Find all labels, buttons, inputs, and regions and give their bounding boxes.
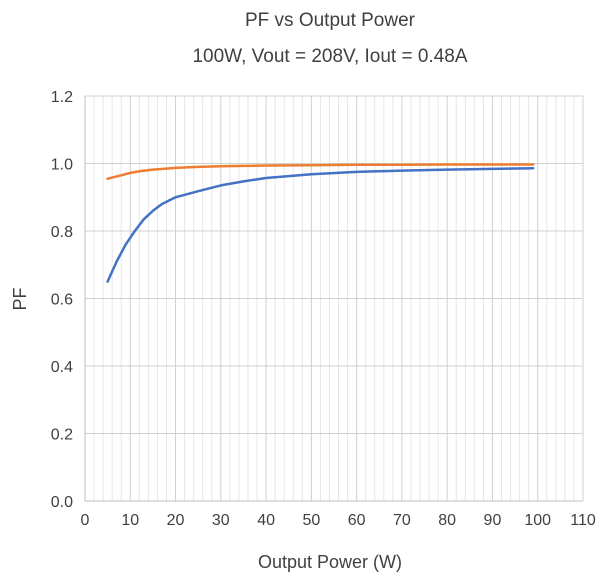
y-tick-label: 0.8 [51,224,73,241]
x-tick-label: 10 [121,512,139,529]
y-tick-label: 1.0 [51,157,73,174]
y-tick-label: 0.4 [51,359,73,376]
x-tick-label: 90 [484,512,502,529]
x-tick-label: 70 [393,512,411,529]
plot-area: 0 10 20 30 40 50 60 70 80 90 100 110 0.0 0.2 0.4 0.6 0.8… [51,89,596,529]
y-tick-label: 0.6 [51,292,73,309]
chart-subtitle: 100W, Vout = 208V, Iout = 0.48A [192,46,467,67]
x-tick-label: 20 [167,512,185,529]
chart-title: PF vs Output Power [245,10,416,31]
y-tick-label: 1.2 [51,89,73,106]
series-line-1 [106,166,535,283]
x-tick-label: 30 [212,512,230,529]
x-tick-label: 0 [81,512,90,529]
x-tick-label: 60 [348,512,366,529]
series-line-0 [106,163,535,180]
y-tick-label: 0.2 [51,427,73,444]
x-tick-label: 80 [438,512,456,529]
x-tick-label: 50 [302,512,320,529]
x-tick-label: 110 [570,512,596,529]
x-tick-label: 100 [524,512,551,529]
y-axis-label: PF [10,287,30,310]
y-tick-label: 0.0 [51,494,73,511]
x-tick-label: 40 [257,512,275,529]
x-axis-label: Output Power (W) [258,552,402,572]
